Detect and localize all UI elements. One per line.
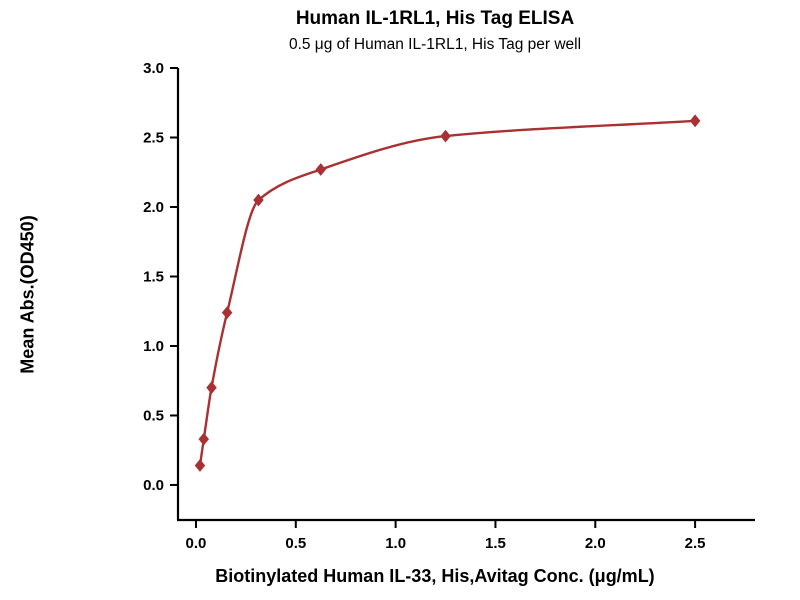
y-tick-label: 3.0 (143, 60, 164, 77)
x-tick-label: 1.5 (485, 535, 506, 552)
x-tick-label: 0.0 (186, 535, 207, 552)
data-point-marker (253, 193, 264, 207)
x-tick-label: 2.5 (685, 535, 706, 552)
data-point-marker (440, 129, 451, 143)
x-tick-label: 1.0 (385, 535, 406, 552)
y-tick-label: 2.0 (143, 199, 164, 216)
x-tick-label: 2.0 (585, 535, 606, 552)
x-axis-title: Biotinylated Human IL-33, His,Avitag Con… (215, 566, 655, 586)
y-tick-label: 0.5 (143, 407, 164, 424)
data-point-marker (198, 432, 210, 446)
x-tick-label: 0.5 (285, 535, 306, 552)
data-point-marker (315, 163, 327, 176)
data-point-marker (221, 306, 233, 320)
y-tick-label: 1.0 (143, 338, 164, 355)
y-tick-label: 2.5 (143, 129, 164, 146)
y-tick-label: 0.0 (143, 477, 164, 494)
chart-title: Human IL-1RL1, His Tag ELISA (295, 8, 575, 29)
data-point-marker (206, 381, 217, 395)
fit-curve (198, 119, 696, 466)
y-tick-label: 1.5 (143, 268, 164, 285)
chart-subtitle: 0.5 μg of Human IL-1RL1, His Tag per wel… (288, 36, 582, 53)
data-point-marker (689, 114, 701, 128)
data-point-marker (194, 459, 206, 472)
